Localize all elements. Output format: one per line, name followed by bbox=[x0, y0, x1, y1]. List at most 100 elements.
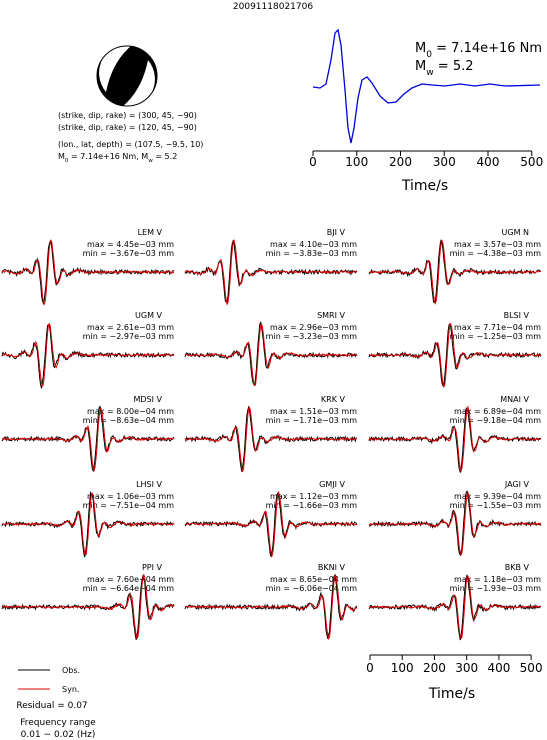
synthetic-waveform bbox=[368, 323, 542, 389]
stf-m0-part: = 7.14e+16 Nm bbox=[432, 41, 542, 56]
mechanism-line: (strike, dip, rake) = (120, 45, −90) bbox=[58, 123, 197, 132]
tick-label: 0 bbox=[366, 661, 374, 675]
station-min: min = −8.63e−04 mm bbox=[83, 416, 175, 425]
observed-waveform bbox=[184, 239, 358, 304]
station-max: max = 1.51e−03 mm bbox=[270, 407, 357, 416]
synthetic-waveform bbox=[184, 239, 358, 306]
residual: Residual = 0.07 bbox=[16, 701, 87, 711]
station-name: PPI V bbox=[142, 563, 163, 572]
moment-line-part: M bbox=[58, 152, 65, 161]
station-name: LHSI V bbox=[136, 480, 162, 489]
station-name: MDSI V bbox=[133, 395, 162, 404]
station-name: LEM V bbox=[138, 228, 163, 237]
tick-label: 400 bbox=[487, 661, 510, 675]
station-name: JAGI V bbox=[504, 480, 530, 489]
moment-line-part: = 7.14e+16 Nm, M bbox=[68, 152, 148, 161]
station-min: min = −1.55e−03 mm bbox=[450, 501, 542, 510]
station-min: min = −4.38e−03 mm bbox=[450, 249, 542, 258]
tick-label: 100 bbox=[391, 661, 414, 675]
stf-m0: M0 = 7.14e+16 Nm bbox=[415, 41, 542, 60]
legend-syn: Syn. bbox=[62, 685, 79, 694]
synthetic-waveform bbox=[184, 490, 357, 558]
synthetic-waveform bbox=[184, 323, 358, 387]
station-max: max = 2.61e−03 mm bbox=[87, 323, 174, 332]
stf-m0-part: 0 bbox=[426, 50, 432, 60]
station-max: max = 9.39e−04 mm bbox=[454, 492, 541, 501]
synthetic-waveform bbox=[369, 240, 542, 305]
station-max: max = 7.71e−04 mm bbox=[454, 323, 541, 332]
synthetic-waveform bbox=[1, 573, 175, 640]
station-min: min = −1.66e−03 mm bbox=[266, 501, 358, 510]
frequency-label: Frequency range bbox=[20, 718, 96, 728]
tick-label: 500 bbox=[520, 155, 543, 169]
station-max: max = 6.89e−04 mm bbox=[454, 407, 541, 416]
moment-line-part: = 5.2 bbox=[153, 152, 178, 161]
station-name: SMRI V bbox=[317, 311, 345, 320]
mechanism-line: (strike, dip, rake) = (300, 45, −90) bbox=[58, 111, 197, 120]
moment-line-part: w bbox=[148, 158, 153, 164]
station-min: min = −9.18e−04 mm bbox=[450, 416, 542, 425]
station-max: max = 7.60e−04 mm bbox=[87, 575, 174, 584]
station-min: min = −6.64e−04 mm bbox=[83, 584, 175, 593]
synthetic-waveform bbox=[368, 405, 542, 473]
station-max: max = 3.57e−03 mm bbox=[454, 240, 541, 249]
synthetic-waveform bbox=[1, 239, 175, 306]
station-min: min = −1.25e−03 mm bbox=[450, 332, 542, 341]
synthetic-waveform bbox=[184, 405, 358, 473]
moment-line: M0 = 7.14e+16 Nm, Mw = 5.2 bbox=[58, 152, 177, 164]
station-min: min = −6.06e−04 mm bbox=[266, 584, 358, 593]
station-max: max = 1.12e−03 mm bbox=[270, 492, 357, 501]
station-max: max = 8.00e−04 mm bbox=[87, 407, 174, 416]
station-name: UGM N bbox=[502, 228, 530, 237]
stf-mw: Mw = 5.2 bbox=[415, 59, 474, 78]
source-time-function bbox=[312, 28, 541, 144]
station-name: MNAI V bbox=[500, 395, 529, 404]
legend-obs: Obs. bbox=[62, 666, 80, 675]
station-max: max = 1.18e−03 mm bbox=[454, 575, 541, 584]
tick-label: 100 bbox=[345, 155, 368, 169]
tick-label: 200 bbox=[389, 155, 412, 169]
synthetic-waveform bbox=[368, 575, 542, 640]
stf-mw-part: M bbox=[415, 59, 426, 74]
stf-mw-part: = 5.2 bbox=[434, 59, 474, 74]
tick-label: 300 bbox=[433, 155, 456, 169]
station-min: min = −7.51e−04 mm bbox=[83, 501, 175, 510]
tick-label: 300 bbox=[455, 661, 478, 675]
tick-label: 400 bbox=[477, 155, 500, 169]
axis-title: Time/s bbox=[401, 178, 448, 194]
station-max: max = 1.06e−03 mm bbox=[87, 492, 174, 501]
station-name: GMJI V bbox=[319, 480, 345, 489]
station-name: UGM V bbox=[135, 311, 163, 320]
tick-label: 0 bbox=[309, 155, 317, 169]
moment-line-part: 0 bbox=[65, 158, 69, 164]
mechanism-line: (lon., lat, depth) = (107.5, −9.5, 10) bbox=[58, 140, 203, 149]
synthetic-waveform bbox=[185, 573, 358, 641]
station-max: max = 8.65e−04 mm bbox=[270, 575, 357, 584]
station-min: min = −3.67e−03 mm bbox=[83, 249, 175, 258]
beachball bbox=[96, 45, 158, 107]
station-name: BKNI V bbox=[318, 563, 346, 572]
synthetic-waveform bbox=[368, 491, 542, 556]
station-name: BKB V bbox=[505, 563, 530, 572]
title: 20091118021706 bbox=[233, 2, 313, 12]
station-max: max = 2.96e−03 mm bbox=[270, 323, 357, 332]
station-min: min = −3.23e−03 mm bbox=[266, 332, 358, 341]
observed-waveform bbox=[1, 240, 175, 305]
observed-waveform bbox=[1, 491, 175, 558]
stf-mw-part: w bbox=[426, 68, 434, 78]
stf-axis: 0 100 200 300 400 500 Time/s bbox=[309, 150, 543, 194]
time-axis: 0 100 200 300 400 500 Time/s bbox=[366, 654, 543, 702]
tick-label: 500 bbox=[520, 661, 543, 675]
station-min: min = −1.93e−03 mm bbox=[450, 584, 542, 593]
station-min: min = −2.97e−03 mm bbox=[83, 332, 175, 341]
